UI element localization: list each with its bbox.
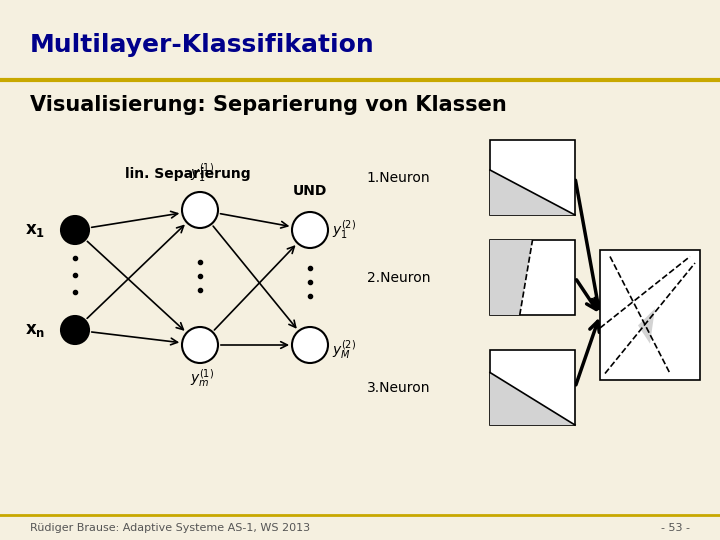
Circle shape — [182, 327, 218, 363]
Text: 2.Neuron: 2.Neuron — [366, 271, 430, 285]
Text: Visualisierung: Separierung von Klassen: Visualisierung: Separierung von Klassen — [30, 95, 507, 115]
Text: 3.Neuron: 3.Neuron — [366, 381, 430, 395]
Circle shape — [292, 212, 328, 248]
Circle shape — [61, 216, 89, 244]
Polygon shape — [490, 240, 533, 315]
Text: lin. Separierung: lin. Separierung — [125, 167, 251, 181]
Text: $y_1^{(2)}$: $y_1^{(2)}$ — [332, 219, 356, 241]
Polygon shape — [638, 308, 655, 343]
Bar — [490, 350, 575, 425]
Bar — [490, 240, 575, 315]
Circle shape — [292, 327, 328, 363]
Text: UND: UND — [293, 184, 327, 198]
Text: $y_m^{(1)}$: $y_m^{(1)}$ — [190, 367, 214, 389]
Polygon shape — [490, 373, 575, 425]
Text: $y_1^{(1)}$: $y_1^{(1)}$ — [190, 161, 214, 184]
Bar — [490, 140, 575, 215]
Text: Rüdiger Brause: Adaptive Systeme AS-1, WS 2013: Rüdiger Brause: Adaptive Systeme AS-1, W… — [30, 523, 310, 533]
Text: Multilayer-Klassifikation: Multilayer-Klassifikation — [30, 33, 374, 57]
Text: 1.Neuron: 1.Neuron — [366, 171, 430, 185]
Circle shape — [182, 192, 218, 228]
Text: - 53 -: - 53 - — [661, 523, 690, 533]
Text: $\mathbf{x_1}$: $\mathbf{x_1}$ — [25, 221, 45, 239]
Circle shape — [61, 316, 89, 344]
Polygon shape — [490, 170, 575, 215]
Text: $\mathbf{x_n}$: $\mathbf{x_n}$ — [24, 321, 45, 339]
Text: $y_M^{(2)}$: $y_M^{(2)}$ — [332, 339, 356, 361]
Bar — [600, 250, 700, 380]
